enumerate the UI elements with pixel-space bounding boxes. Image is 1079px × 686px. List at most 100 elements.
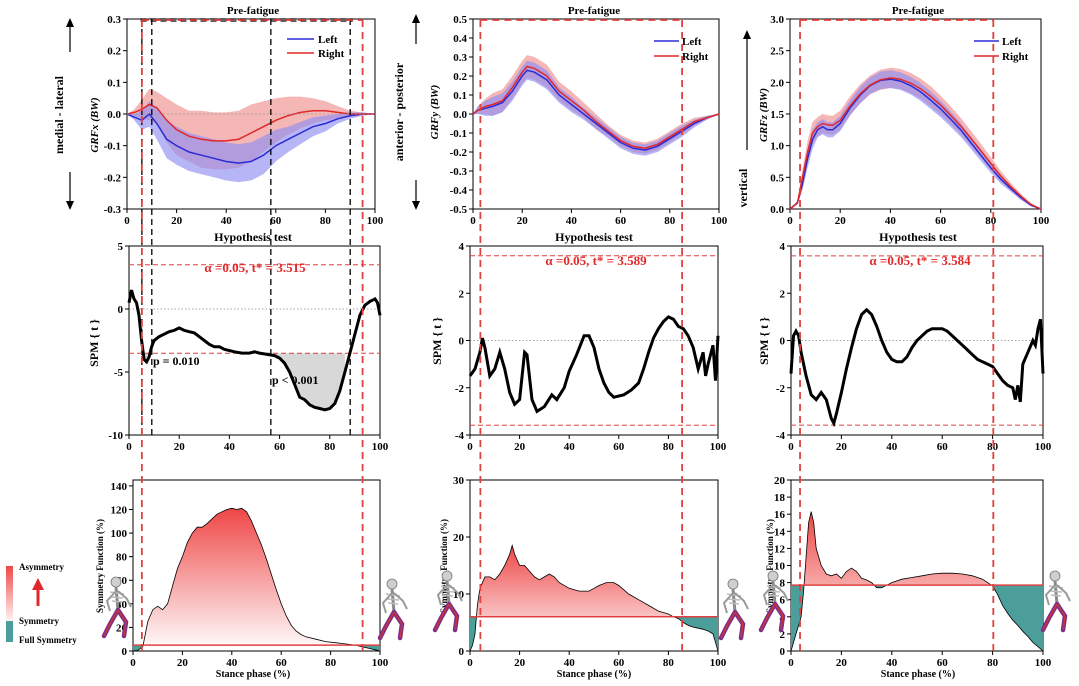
legend-left-label: Left [318,34,338,46]
grf-plot-x: -0.3 -0.2 -0.1 0.0 0.1 0.2 0.3 0 20 40 60 80 100 [104,14,384,435]
x-tick-label-sym-z: 40 [886,657,898,669]
sym-ylabel-z: Symmetry Function (%) [765,519,775,613]
arms-shape [436,584,463,606]
x-tick-label-grf-x: 0 [124,215,130,227]
plot-frame-sym-y [469,479,719,652]
x-tick-label-spm-x: 40 [224,441,236,453]
y-tick-label-grf-z: 2.0 [770,77,784,89]
asymmetry-label: Asymmetry [19,562,64,572]
y-tick-label-grf-y: 0.3 [453,52,467,64]
x-tick-label-grf-x: 100 [367,215,384,227]
x-tick-label-grf-z: 20 [835,215,847,227]
x-tick-label-spm-y: 20 [514,441,526,453]
plot-frame-sym-z [790,479,1044,652]
y-tick-label-spm-x: 5 [118,241,124,253]
spm-ylabel-z: SPM { t } [757,317,771,365]
x-tick-label-sym-y: 40 [564,657,576,669]
left-sd-band [790,70,1041,209]
y-tick-label-sym-x: 140 [111,481,128,493]
x-tick-label-spm-y: 80 [663,441,675,453]
y-tick-label-sym-y: 0 [459,646,465,658]
left-sd-band [127,101,375,183]
arrow-up-icon [412,14,420,44]
x-tick-label-sym-x: 0 [130,657,136,669]
y-tick-label-spm-z: -2 [776,383,786,395]
legs-shape [434,603,458,631]
y-tick-label-grf-y: -0.5 [450,204,468,216]
arms-shape [105,590,132,612]
x-tick-label-grf-y: 100 [711,215,728,227]
y-tick-label-spm-y: -2 [455,383,465,395]
arms-shape [762,584,789,606]
grf-title-x: Pre-fatigue [227,5,279,17]
arrow-down-icon [66,172,74,210]
x-tick-label-sym-z: 80 [987,657,999,669]
y-tick-label-grf-z: 3.0 [770,14,784,26]
y-tick-label-sym-z: 0 [780,646,786,658]
p-label-x-2: p < 0.001 [272,373,319,387]
asymmetry-gradient-swatch [6,566,13,621]
y-tick-label-spm-x: 0 [118,304,124,316]
alpha-label-y: α =0.05, t* = 3.589 [545,253,647,268]
spine-shape [390,588,396,613]
left-mean-line [789,78,1042,210]
skeleton-runner-1 [101,576,132,639]
y-tick-label-grf-x: 0.0 [107,109,121,121]
skeleton-runner-3 [432,570,463,633]
legs-shape [1042,603,1066,631]
arms-shape [1044,584,1071,606]
y-tick-label-grf-y: 0.2 [453,71,467,83]
y-tick-label-spm-z: -4 [776,430,786,442]
x-tick-label-sym-y: 20 [514,657,526,669]
legs-shape [379,611,403,639]
legend-left-label: Left [1002,36,1022,48]
y-tick-label-grf-y: 0.5 [453,14,467,26]
full-symmetry-region [470,616,718,651]
y-tick-label-sym-z: 16 [774,509,786,521]
y-tick-label-grf-x: -0.1 [104,141,121,153]
x-tick-label-grf-z: 0 [787,215,793,227]
grf-plot-y: -0.5 -0.4 -0.3 -0.2 -0.1 0.0 0.1 0.2 0.3 0.4 0.5 0 2… [450,14,728,227]
x-tick-label-grf-x: 60 [270,215,282,227]
left-mean-line [472,69,720,151]
x-tick-label-grf-y: 20 [517,215,529,227]
y-tick-label-grf-y: 0.0 [453,109,467,121]
x-tick-label-grf-x: 40 [221,215,233,227]
sym-ylabel-x: Symmetry Function (%) [95,519,105,613]
skull-shape [1049,570,1061,582]
x-tick-label-sym-z: 0 [788,657,794,669]
asymmetry-region [804,511,992,586]
y-tick-label-grf-z: 1.5 [770,109,784,121]
x-tick-label-grf-z: 100 [1033,215,1050,227]
symmetry-label: Symmetry [19,616,59,626]
direction-label-ml: medial - lateral [52,75,66,154]
y-tick-label-spm-x: -10 [108,430,123,442]
suprathreshold-cluster-2 [274,353,345,410]
x-tick-label-grf-z: 40 [885,215,897,227]
right-mean-line [789,77,1042,210]
alpha-label-z: α =0.05, t* = 3.584 [869,253,971,268]
arms-shape [722,592,749,614]
spm-title-z: Hypothesis test [879,230,957,244]
y-tick-label-spm-x: -5 [114,367,124,379]
column-x: Pre-fatigue -0.3 -0.2 -0.1 0.0 0.1 0.2 0.3 0 20 4… [52,5,389,680]
spine-shape [771,580,777,605]
x-tick-label-spm-x: 60 [274,441,286,453]
skeleton-runner-4 [718,578,749,641]
y-tick-label-grf-z: 0.0 [770,204,784,216]
y-tick-label-sym-y: 20 [453,532,465,544]
x-tick-label-sym-y: 100 [710,657,727,669]
xlabel-y: Stance phase (%) [557,669,631,680]
arrow-up-red-icon [32,578,44,606]
x-tick-label-spm-z: 40 [886,441,898,453]
y-tick-label-grf-x: 0.1 [107,77,121,89]
y-tick-label-grf-x: -0.2 [104,172,122,184]
y-tick-label-grf-y: -0.4 [450,185,468,197]
asymmetry-region [143,508,356,646]
y-tick-label-sym-z: 2 [780,629,786,641]
x-tick-label-spm-x: 0 [126,441,132,453]
red-guides [140,19,995,651]
